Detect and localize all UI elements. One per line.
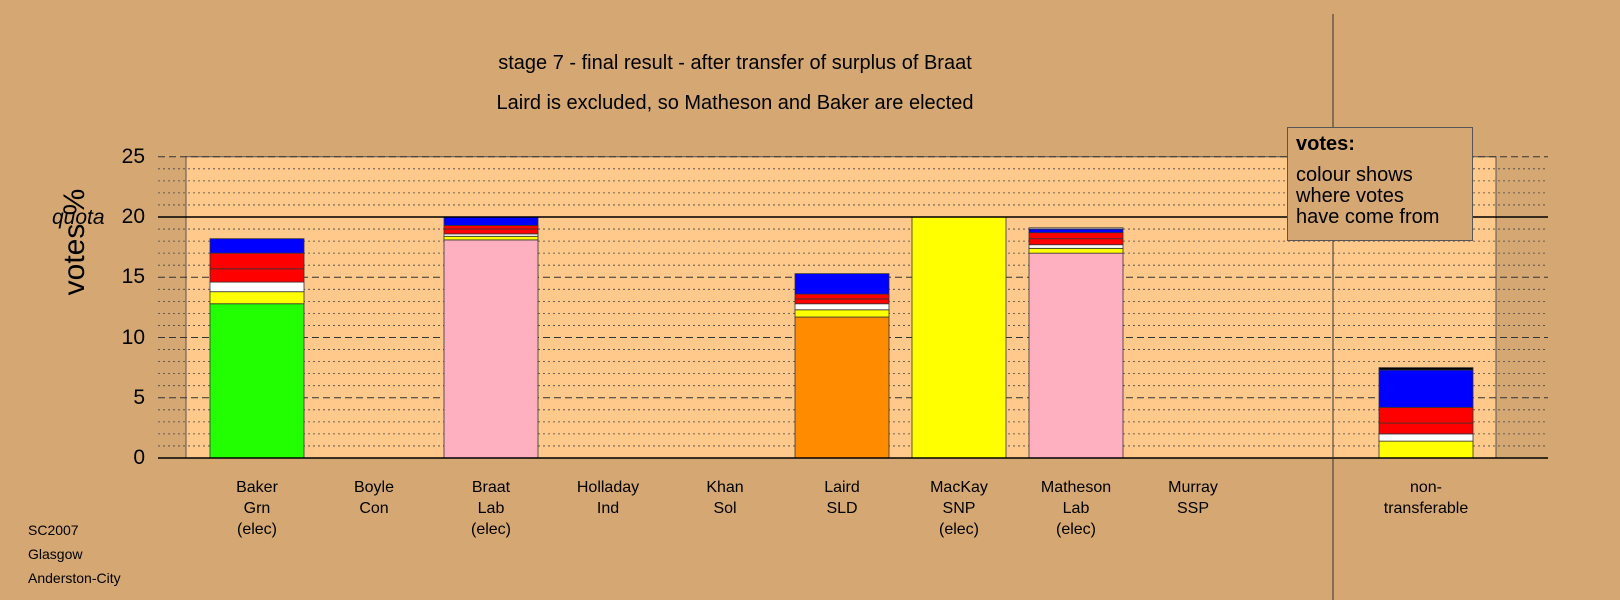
bar-segment: [1378, 367, 1474, 371]
y-tick-label: 15: [121, 265, 145, 289]
category-label: Laird SLD: [824, 479, 860, 517]
bar-segment: [1378, 369, 1474, 408]
chart-title: stage 7 - final result - after transfer …: [498, 52, 972, 74]
bar-segment: [443, 228, 539, 235]
bar-segment: [1378, 406, 1474, 424]
bar-segment: [1028, 228, 1124, 234]
y-tick-label: 25: [121, 144, 145, 168]
bar-segment: [794, 303, 890, 311]
quota-label: quota: [52, 206, 105, 229]
y-tick-label: 20: [121, 205, 145, 228]
bar-segment: [209, 252, 305, 270]
footer-election: SC2007: [28, 522, 79, 538]
bar-segment: [794, 293, 890, 300]
category-label: Khan Sol: [706, 479, 744, 517]
y-axis-label: votes %: [58, 188, 91, 296]
bar-segment: [1028, 244, 1124, 249]
bar-segment: [443, 235, 539, 241]
footer-ward: Anderston-City: [28, 570, 121, 586]
bar-segment: [443, 239, 539, 459]
bar-segment: [209, 303, 305, 459]
bar-segment: [1378, 440, 1474, 459]
category-label: Holladay Ind: [576, 479, 640, 517]
bar-segment: [1028, 247, 1124, 254]
category-label: MacKay SNP (elec): [930, 479, 988, 538]
category-label: Baker Grn (elec): [236, 479, 278, 538]
bar-segment: [1378, 422, 1474, 435]
category-label: non-transferable: [1383, 479, 1469, 517]
legend-line: have come from: [1296, 206, 1440, 228]
chart-subtitle: Laird is excluded, so Matheson and Baker…: [496, 92, 974, 114]
legend-line: where votes: [1296, 185, 1404, 207]
category-label: Braat Lab (elec): [470, 479, 511, 538]
legend-line: colour shows: [1296, 164, 1413, 186]
y-tick-label: 10: [121, 325, 145, 349]
bar-segment: [911, 216, 1007, 459]
bar-segment: [1028, 238, 1124, 246]
bar-segment: [209, 281, 305, 293]
bar-segment: [794, 316, 890, 459]
bar-segment: [1028, 227, 1124, 230]
bar-segment: [1378, 433, 1474, 442]
bar-segment: [1028, 232, 1124, 240]
bar-segment: [209, 238, 305, 254]
category-label: Boyle Con: [353, 479, 395, 517]
bar-segment: [443, 216, 539, 226]
bar-segment: [209, 268, 305, 283]
category-label: Murray SSP: [1168, 479, 1218, 517]
legend: votes: colour shows where votes have com…: [1287, 127, 1473, 241]
bar-segment: [794, 273, 890, 295]
y-tick-label: 5: [133, 385, 145, 409]
category-label: Matheson Lab (elec): [1040, 479, 1112, 538]
y-tick-label: 0: [133, 446, 145, 469]
footer-council: Glasgow: [28, 546, 83, 562]
bar-segment: [209, 291, 305, 305]
bar-segment: [1028, 252, 1124, 459]
legend-heading: votes:: [1296, 133, 1355, 155]
bar-segment: [794, 298, 890, 305]
bar-segment: [794, 309, 890, 318]
bar-segment: [443, 225, 539, 230]
